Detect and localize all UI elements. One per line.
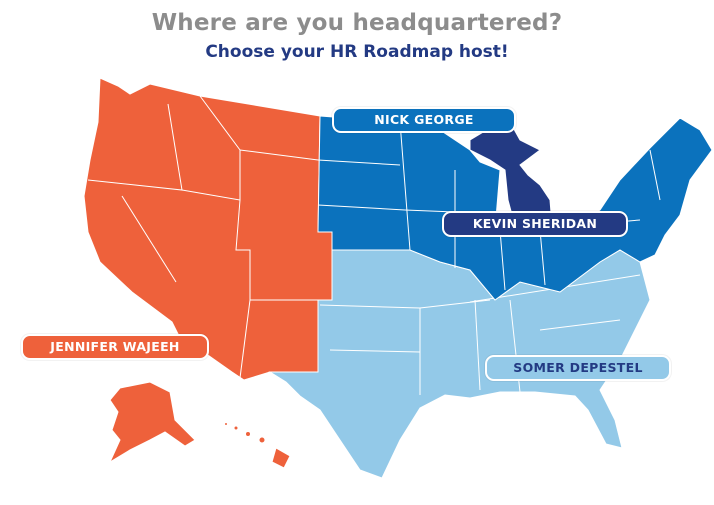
region-west[interactable] xyxy=(83,77,333,469)
hawaii[interactable] xyxy=(271,447,291,469)
host-button-kevin-sheridan[interactable]: KEVIN SHERIDAN xyxy=(442,211,628,237)
alaska[interactable] xyxy=(108,381,196,464)
page-subtitle: Choose your HR Roadmap host! xyxy=(205,42,509,62)
page-title: Where are you headquartered? xyxy=(151,10,563,36)
michigan[interactable] xyxy=(469,121,553,227)
host-button-somer-depestel[interactable]: SOMER DEPESTEL xyxy=(485,355,671,381)
region-north[interactable] xyxy=(317,115,713,301)
region-south[interactable] xyxy=(268,249,651,479)
host-button-jennifer-wajeeh[interactable]: JENNIFER WAJEEH xyxy=(21,334,209,360)
region-michigan[interactable] xyxy=(469,121,553,227)
host-button-nick-george[interactable]: NICK GEORGE xyxy=(332,107,516,133)
